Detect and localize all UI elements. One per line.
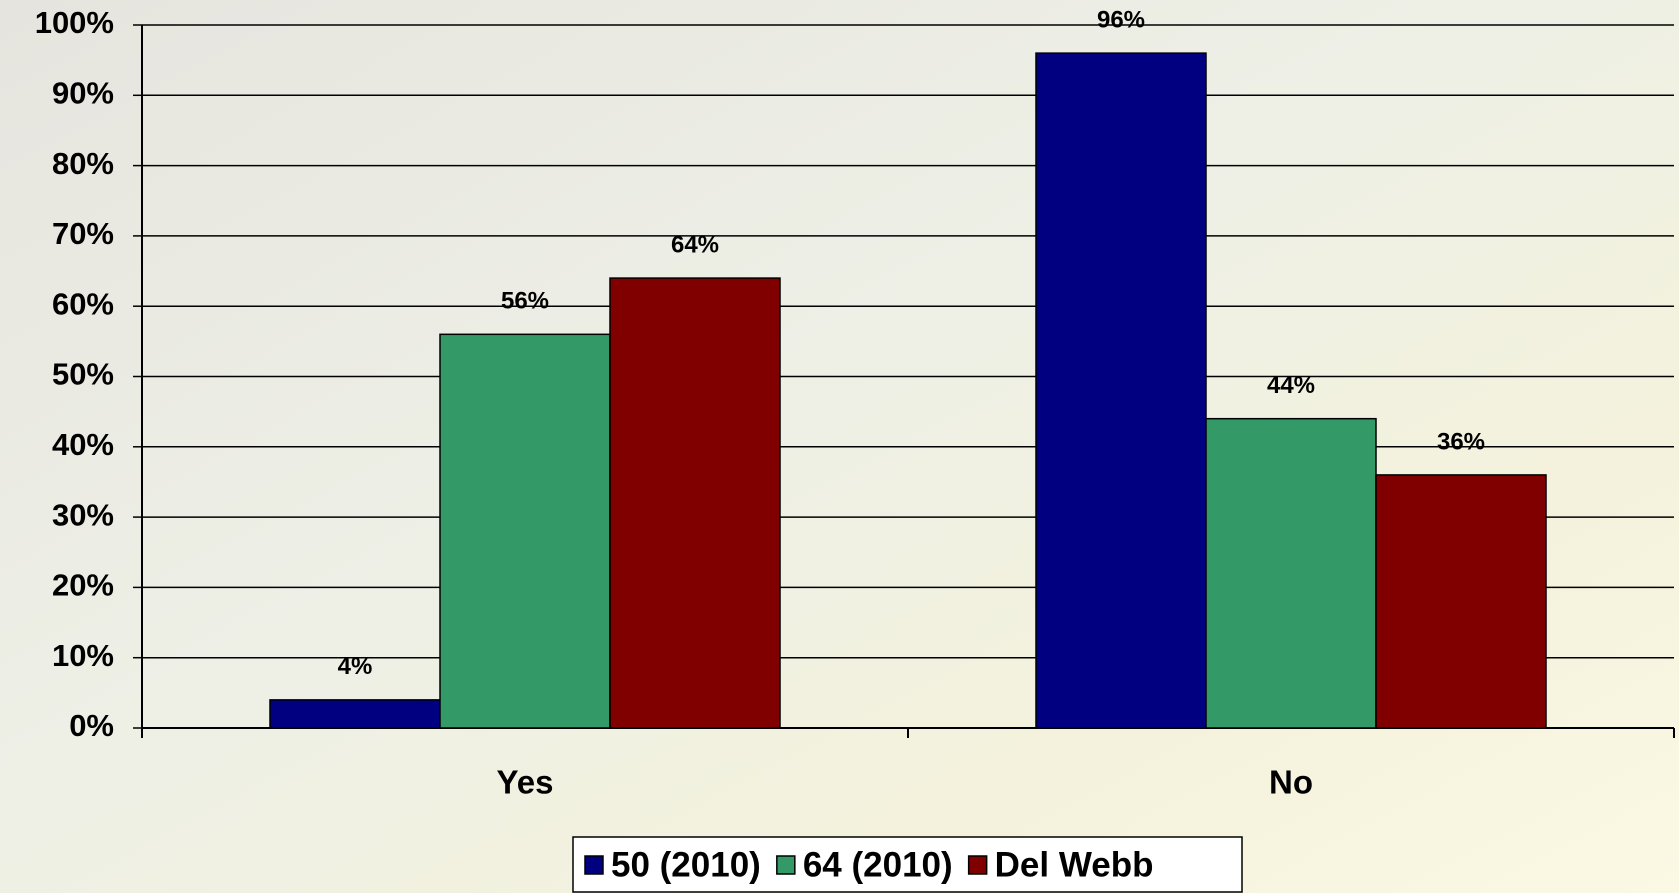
value-label: 44%: [1267, 372, 1315, 399]
value-label: 56%: [501, 288, 549, 315]
x-tick-label: No: [1269, 764, 1313, 801]
y-tick-label: 40%: [52, 427, 114, 462]
bar: [1376, 475, 1546, 728]
legend-label: 50 (2010): [611, 845, 761, 884]
value-label: 4%: [338, 653, 373, 680]
y-tick-label: 70%: [52, 216, 114, 251]
value-label: 36%: [1437, 428, 1485, 455]
y-tick-label: 20%: [52, 568, 114, 603]
y-tick-label: 80%: [52, 146, 114, 181]
value-label: 64%: [671, 231, 719, 258]
y-tick-label: 100%: [35, 5, 114, 40]
legend-label: 64 (2010): [803, 845, 953, 884]
legend-label: Del Webb: [995, 845, 1154, 884]
legend-marker: [585, 856, 603, 874]
bar: [270, 700, 440, 728]
legend-marker: [969, 856, 987, 874]
page: 50 (2010) 64 (2010) Del Webb 0% 10% 20% 30% 40…: [0, 0, 1679, 893]
y-tick-label: 0%: [69, 708, 114, 743]
y-tick-label: 50%: [52, 357, 114, 392]
bar: [1206, 419, 1376, 728]
x-tick-label: Yes: [497, 764, 554, 801]
value-label: 96%: [1097, 6, 1145, 33]
y-tick-label: 30%: [52, 497, 114, 532]
legend: 50 (2010) 64 (2010) Del Webb: [573, 837, 1242, 892]
legend-marker: [777, 856, 795, 874]
bar: [610, 278, 780, 728]
bar: [440, 334, 610, 728]
bar: [1036, 53, 1206, 728]
y-tick-label: 90%: [52, 75, 114, 110]
y-tick-label: 60%: [52, 286, 114, 321]
chart: 50 (2010) 64 (2010) Del Webb 0% 10% 20% 30% 40…: [0, 0, 1679, 893]
y-tick-label: 10%: [52, 638, 114, 673]
